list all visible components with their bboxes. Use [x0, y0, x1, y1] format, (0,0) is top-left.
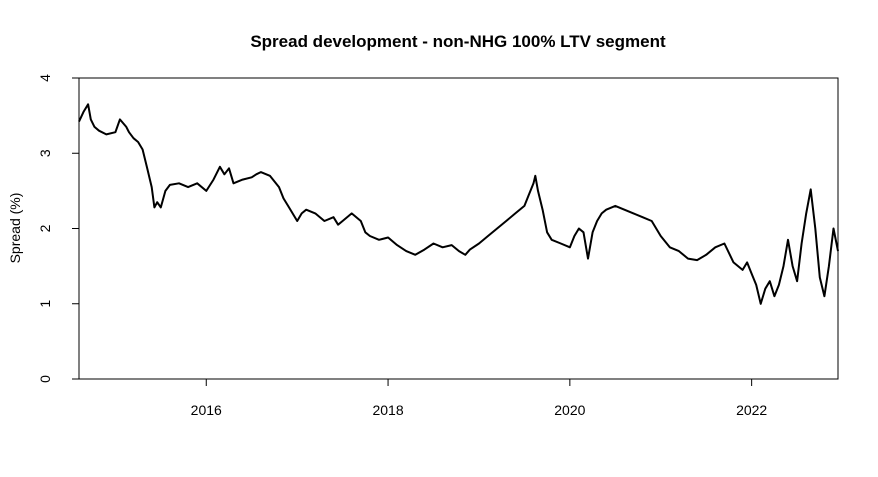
y-tick-label: 2	[37, 224, 53, 232]
y-tick-label: 0	[37, 375, 53, 383]
y-tick-label: 4	[37, 74, 53, 82]
y-tick-label: 3	[37, 149, 53, 157]
y-axis: 0 1 2 3 4	[37, 74, 79, 383]
series-layer	[78, 103, 839, 305]
y-tick-label: 1	[37, 300, 53, 308]
y-axis-label: Spread (%)	[7, 193, 23, 264]
x-tick-label: 2018	[372, 402, 403, 418]
plot-frame	[78, 77, 839, 380]
chart-title: Spread development - non-NHG 100% LTV se…	[250, 32, 666, 51]
series-line	[78, 103, 839, 305]
x-tick-label: 2020	[554, 402, 585, 418]
x-tick-label: 2016	[191, 402, 222, 418]
x-tick-label: 2022	[736, 402, 767, 418]
x-axis: 2016 2018 2020 2022	[191, 379, 767, 418]
